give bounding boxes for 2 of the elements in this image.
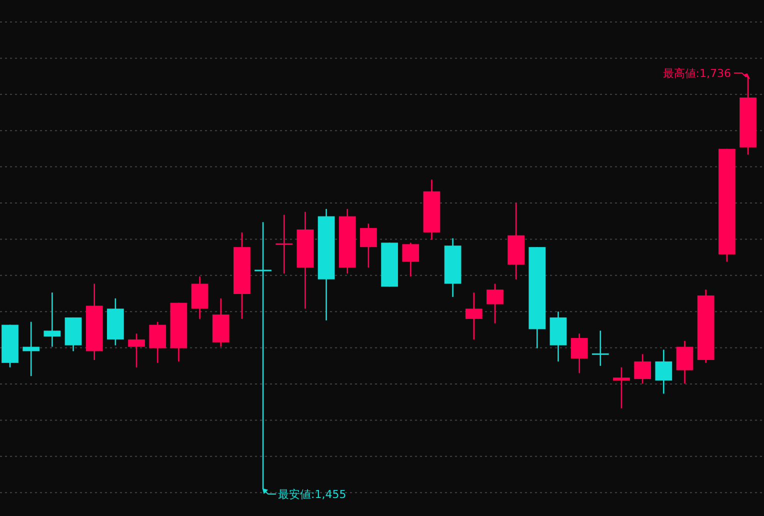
annotation: 最高値:1,736 — [662, 67, 731, 80]
annotation: 最安値:1,455 — [278, 488, 346, 501]
